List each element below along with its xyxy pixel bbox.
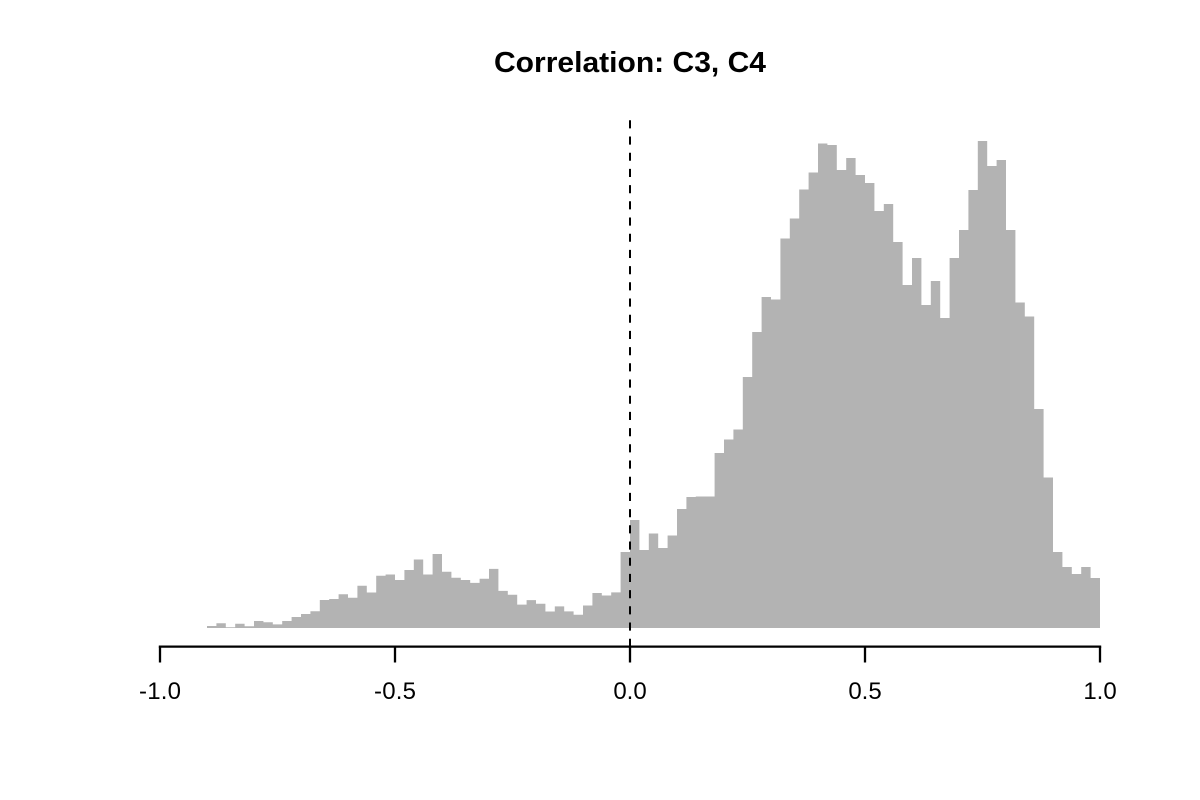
svg-text:-0.5: -0.5	[374, 678, 416, 705]
svg-text:-1.0: -1.0	[139, 678, 181, 705]
svg-text:Correlation: C3, C4: Correlation: C3, C4	[494, 47, 766, 79]
svg-text:0.5: 0.5	[848, 678, 881, 705]
svg-text:0.0: 0.0	[613, 678, 646, 705]
svg-text:1.0: 1.0	[1083, 678, 1116, 705]
